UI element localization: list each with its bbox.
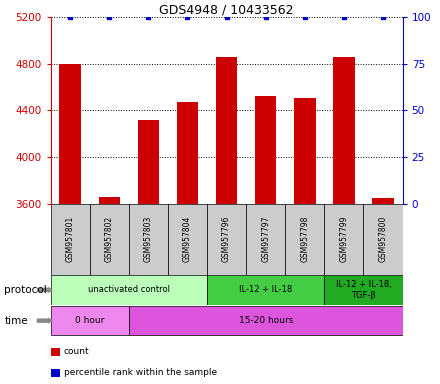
Text: unactivated control: unactivated control — [88, 285, 170, 295]
Text: GSM957797: GSM957797 — [261, 216, 270, 262]
Bar — [324, 204, 363, 275]
Bar — [90, 204, 129, 275]
Bar — [207, 204, 246, 275]
Bar — [246, 204, 285, 275]
Point — [301, 14, 308, 20]
Text: time: time — [4, 316, 28, 326]
Text: GSM957803: GSM957803 — [144, 216, 153, 262]
Bar — [129, 306, 403, 335]
Bar — [333, 57, 355, 204]
Bar — [177, 102, 198, 204]
Point — [66, 14, 73, 20]
Text: GSM957804: GSM957804 — [183, 216, 192, 262]
Point — [145, 14, 152, 20]
Bar — [51, 275, 207, 305]
Point — [262, 14, 269, 20]
Text: GSM957796: GSM957796 — [222, 216, 231, 262]
Text: GSM957800: GSM957800 — [378, 216, 388, 262]
Bar — [324, 275, 403, 305]
Bar — [255, 96, 276, 204]
Bar — [168, 204, 207, 275]
Point — [106, 14, 113, 20]
Bar — [129, 204, 168, 275]
Text: count: count — [64, 347, 89, 356]
Bar — [59, 64, 81, 204]
Bar — [138, 120, 159, 204]
Text: GSM957801: GSM957801 — [66, 216, 75, 262]
Bar — [99, 197, 120, 204]
Text: 15-20 hours: 15-20 hours — [238, 316, 293, 325]
Text: 0 hour: 0 hour — [75, 316, 104, 325]
Text: IL-12 + IL-18: IL-12 + IL-18 — [239, 285, 292, 295]
Bar — [216, 57, 237, 204]
Bar — [294, 98, 315, 204]
Point — [223, 14, 230, 20]
Bar — [207, 275, 324, 305]
Bar — [51, 306, 129, 335]
Text: protocol: protocol — [4, 285, 47, 295]
Text: GSM957802: GSM957802 — [105, 216, 114, 262]
Title: GDS4948 / 10433562: GDS4948 / 10433562 — [159, 3, 294, 16]
Text: percentile rank within the sample: percentile rank within the sample — [64, 368, 217, 377]
Bar — [285, 204, 324, 275]
Text: GSM957798: GSM957798 — [301, 216, 309, 262]
Point — [341, 14, 348, 20]
Bar — [51, 204, 90, 275]
Text: IL-12 + IL-18,
TGF-β: IL-12 + IL-18, TGF-β — [336, 280, 392, 300]
Point — [380, 14, 387, 20]
Bar — [372, 198, 394, 204]
Point — [184, 14, 191, 20]
Text: GSM957799: GSM957799 — [339, 216, 348, 262]
Bar — [363, 204, 403, 275]
